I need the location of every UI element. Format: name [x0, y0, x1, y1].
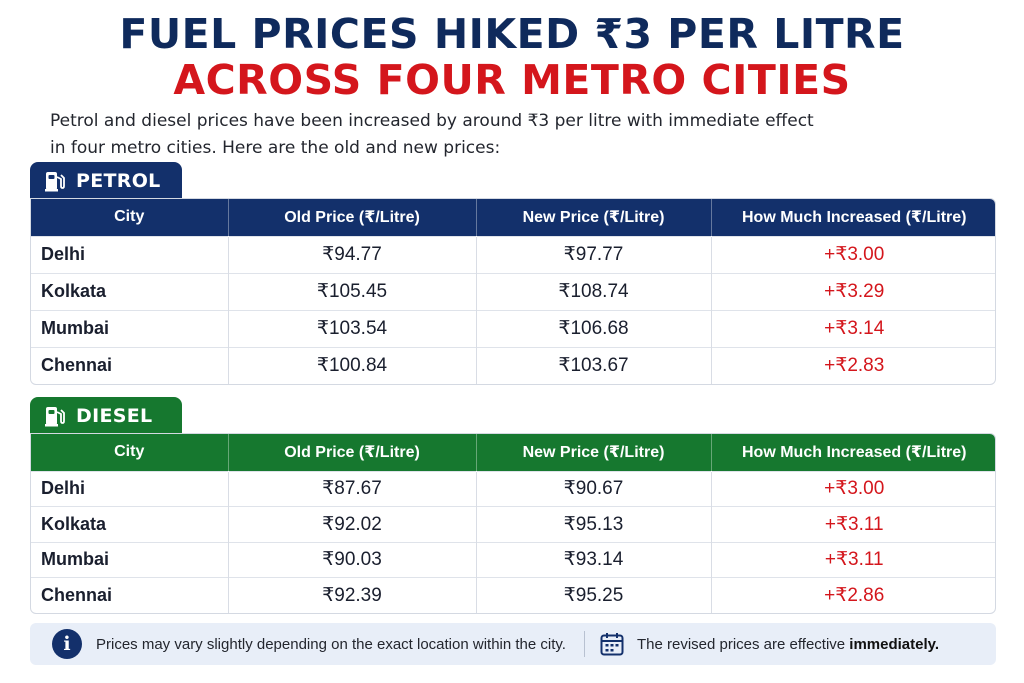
diesel-section-tab: DIESEL: [30, 397, 182, 435]
increase-cell: +₹3.14: [711, 309, 995, 347]
diesel-label: DIESEL: [76, 405, 153, 427]
column-header-increase: How Much Increased (₹/Litre): [711, 199, 995, 236]
diesel-table: City Old Price (₹/Litre) New Price (₹/Li…: [30, 433, 996, 614]
location-note: Prices may vary slightly depending on th…: [96, 635, 566, 653]
city-cell: Kolkata: [31, 272, 229, 310]
increase-cell: +₹3.11: [711, 541, 995, 578]
column-header-increase: How Much Increased (₹/Litre): [711, 434, 995, 471]
column-header-new-price: New Price (₹/Litre): [476, 199, 712, 236]
column-header-old-price: Old Price (₹/Litre): [228, 199, 477, 236]
city-cell: Delhi: [31, 235, 229, 273]
new-price-cell: ₹95.25: [476, 577, 712, 613]
table-row: Kolkata ₹92.02 ₹95.13 +₹3.11: [31, 506, 995, 542]
new-price-cell: ₹97.77: [476, 235, 712, 273]
fuel-pump-icon: [45, 407, 65, 427]
old-price-cell: ₹92.02: [228, 506, 477, 542]
intro-line2: in four metro cities. Here are the old a…: [50, 138, 501, 158]
increase-cell: +₹2.83: [711, 346, 995, 384]
new-price-cell: ₹95.13: [476, 506, 712, 542]
column-header-city: City: [31, 199, 229, 236]
table-row: Mumbai ₹103.54 ₹106.68 +₹3.14: [31, 309, 995, 347]
petrol-table: City Old Price (₹/Litre) New Price (₹/Li…: [30, 198, 996, 385]
old-price-cell: ₹87.67: [228, 470, 477, 507]
new-price-cell: ₹90.67: [476, 470, 712, 507]
column-header-old-price: Old Price (₹/Litre): [228, 434, 477, 471]
petrol-section-tab: PETROL: [30, 162, 182, 200]
table-row: Chennai ₹100.84 ₹103.67 +₹2.83: [31, 346, 995, 384]
increase-cell: +₹3.29: [711, 272, 995, 310]
old-price-cell: ₹90.03: [228, 541, 477, 578]
intro-line1: Petrol and diesel prices have been incre…: [50, 111, 814, 131]
effective-note-prefix: The revised prices are effective: [636, 635, 850, 653]
headline-line1: FUEL PRICES HIKED ₹3 PER LITRE: [119, 10, 905, 58]
old-price-cell: ₹92.39: [228, 577, 477, 613]
column-header-new-price: New Price (₹/Litre): [476, 434, 712, 471]
increase-cell: +₹3.00: [711, 470, 995, 507]
new-price-cell: ₹103.67: [476, 346, 712, 384]
new-price-cell: ₹108.74: [476, 272, 712, 310]
increase-cell: +₹3.11: [711, 506, 995, 542]
new-price-cell: ₹106.68: [476, 309, 712, 347]
old-price-cell: ₹100.84: [228, 346, 477, 384]
fuel-pump-icon: [45, 172, 65, 192]
table-row: Delhi ₹87.67 ₹90.67 +₹3.00: [31, 470, 995, 507]
table-header-row: City Old Price (₹/Litre) New Price (₹/Li…: [31, 199, 995, 236]
calendar-icon: [600, 633, 624, 656]
old-price-cell: ₹94.77: [228, 235, 477, 273]
increase-cell: +₹3.00: [711, 235, 995, 273]
petrol-label: PETROL: [76, 170, 161, 192]
city-cell: Kolkata: [31, 506, 229, 542]
column-header-city: City: [31, 434, 229, 471]
effective-note: The revised prices are effective immedia…: [637, 636, 939, 653]
city-cell: Delhi: [31, 470, 229, 507]
city-cell: Mumbai: [31, 541, 229, 578]
headline-line2: ACROSS FOUR METRO CITIES: [173, 56, 851, 104]
intro-paragraph: Petrol and diesel prices have been incre…: [50, 108, 880, 162]
city-cell: Chennai: [31, 346, 229, 384]
table-row: Delhi ₹94.77 ₹97.77 +₹3.00: [31, 235, 995, 273]
old-price-cell: ₹103.54: [228, 309, 477, 347]
info-icon: i: [52, 629, 82, 659]
notes-bar: i Prices may vary slightly depending on …: [30, 623, 996, 665]
table-header-row: City Old Price (₹/Litre) New Price (₹/Li…: [31, 434, 995, 471]
increase-cell: +₹2.86: [711, 577, 995, 613]
city-cell: Chennai: [31, 577, 229, 613]
table-row: Kolkata ₹105.45 ₹108.74 +₹3.29: [31, 272, 995, 310]
table-row: Chennai ₹92.39 ₹95.25 +₹2.86: [31, 577, 995, 613]
effective-note-bold: immediately.: [849, 635, 940, 653]
notes-divider: [583, 631, 585, 657]
old-price-cell: ₹105.45: [228, 272, 477, 310]
table-row: Mumbai ₹90.03 ₹93.14 +₹3.11: [31, 541, 995, 578]
city-cell: Mumbai: [31, 309, 229, 347]
new-price-cell: ₹93.14: [476, 541, 712, 578]
